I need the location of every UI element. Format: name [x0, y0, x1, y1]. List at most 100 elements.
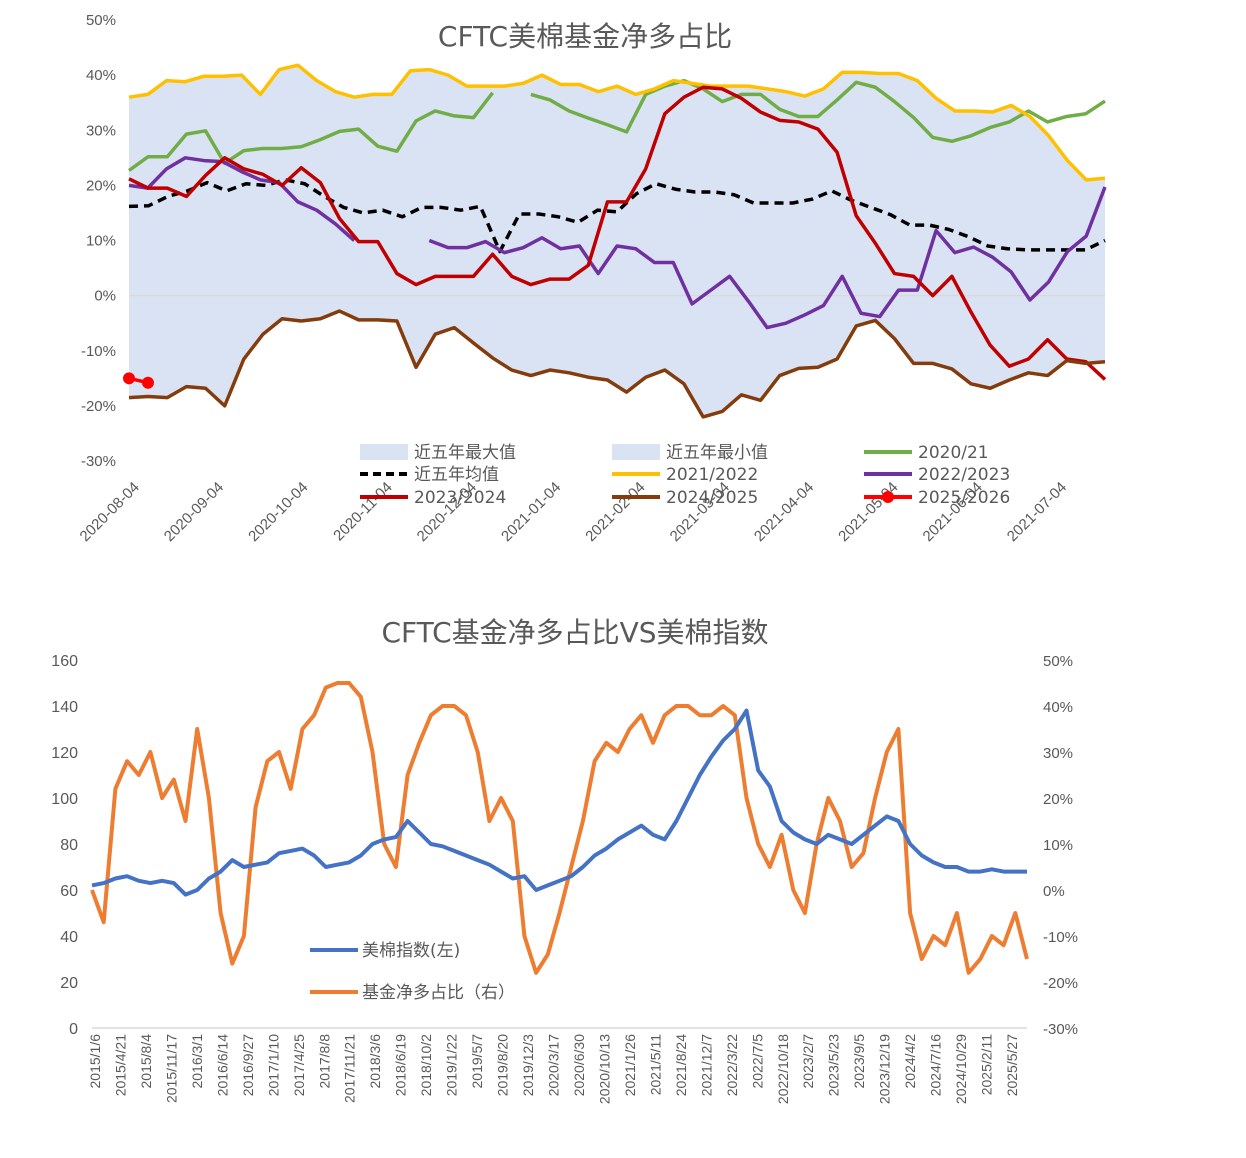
series-line-2022/2023	[128, 156, 356, 242]
series-line-2024/2025	[128, 309, 1106, 419]
y-right-tick-label: 10%	[1043, 837, 1073, 854]
chart2-title: CFTC基金净多占比VS美棉指数	[381, 616, 768, 649]
x-tick-label: 2022/10/18	[775, 1034, 791, 1104]
series-line-2020/21	[127, 91, 494, 172]
x-tick-label: 2021-07-04	[1004, 479, 1070, 545]
legend-marker	[882, 491, 894, 503]
y-right-tick-label: -30%	[1043, 1021, 1078, 1038]
x-tick-label: 2023/9/5	[851, 1034, 867, 1089]
legend-label: 2024/2025	[666, 488, 758, 508]
x-tick-label: 2024/7/16	[928, 1034, 944, 1096]
x-tick-label: 2017/11/21	[342, 1034, 358, 1103]
x-tick-label: 2016/6/14	[214, 1034, 230, 1096]
legend-label: 近五年均值	[414, 465, 499, 485]
legend-item: 基金净多占比（右）	[310, 983, 515, 1003]
x-tick-label: 2017/4/25	[291, 1034, 307, 1096]
x-tick-label: 2018/6/19	[393, 1034, 409, 1096]
legend-label: 近五年最小值	[666, 443, 768, 463]
y-right-tick-label: 0%	[1043, 883, 1065, 900]
y-right-tick-label: 50%	[1043, 653, 1073, 670]
y-left-tick-label: 140	[51, 699, 78, 716]
x-tick-label: 2021/12/7	[698, 1034, 714, 1096]
legend-swatch	[360, 444, 408, 460]
y-tick-label: 0%	[94, 288, 116, 305]
x-tick-label: 2023/12/19	[877, 1034, 893, 1104]
x-tick-label: 2015/1/6	[87, 1034, 103, 1089]
x-tick-label: 2020/6/30	[571, 1034, 587, 1096]
x-tick-label: 2020-08-04	[77, 479, 143, 545]
x-tick-label: 2017/8/8	[316, 1034, 332, 1089]
x-tick-label: 2025/5/27	[1004, 1034, 1020, 1096]
x-tick-label: 2020-09-04	[161, 479, 227, 545]
y-right-tick-label: 20%	[1043, 791, 1073, 808]
series-marker	[123, 372, 135, 385]
legend-item: 2025/2026	[864, 488, 1010, 508]
y-tick-label: 40%	[86, 67, 116, 84]
y-tick-label: -30%	[81, 453, 116, 470]
five-year-range-band	[129, 65, 1105, 417]
y-left-tick-label: 60	[60, 883, 78, 900]
y-left-tick-label: 80	[60, 837, 78, 854]
y-tick-label: -10%	[81, 343, 116, 360]
x-tick-label: 2015/8/4	[138, 1034, 154, 1089]
chart1-title: CFTC美棉基金净多占比	[438, 20, 732, 53]
x-tick-label: 2019/8/20	[495, 1034, 511, 1096]
legend-item: 2024/2025	[612, 488, 758, 508]
x-tick-label: 2017/1/10	[265, 1034, 281, 1096]
legend-swatch	[612, 444, 660, 460]
legend-label: 2020/21	[918, 443, 989, 463]
series-line-美棉指数(左)	[91, 708, 1027, 897]
x-tick-label: 2019/12/3	[520, 1034, 536, 1096]
legend-label: 2025/2026	[918, 488, 1010, 508]
legend-item: 近五年最小值	[612, 443, 768, 463]
chart-cftc-net-long-ratio: CFTC美棉基金净多占比 50% 40% 30% 20% 10% 0% -10% -20% -3…	[77, 12, 1107, 545]
x-tick-label: 2024/10/29	[953, 1034, 969, 1104]
legend-item: 2021/2022	[612, 465, 758, 485]
series-line-2021/2022	[128, 63, 1106, 182]
y-tick-label: -20%	[81, 398, 116, 415]
series-line-基金净多占比（右）	[90, 681, 1029, 975]
legend-label: 近五年最大值	[414, 443, 516, 463]
x-tick-label: 2021/5/11	[647, 1034, 663, 1095]
x-tick-label: 2018/3/6	[367, 1034, 383, 1089]
series-line-2023/2024	[128, 85, 1107, 381]
y-left-tick-label: 20	[60, 975, 78, 992]
legend-label: 2023/2024	[414, 488, 506, 508]
chart-cftc-vs-cotton-index: CFTC基金净多占比VS美棉指数 160 140 120 100 80 60 40 20 0 5…	[51, 616, 1078, 1104]
x-tick-label: 2025/2/11	[979, 1034, 995, 1095]
legend-item: 2020/21	[864, 443, 989, 463]
x-tick-label: 2024/4/2	[902, 1034, 918, 1089]
y-tick-label: 20%	[86, 177, 116, 194]
x-tick-label: 2020-10-04	[245, 479, 311, 545]
x-tick-label: 2021-01-04	[498, 479, 564, 545]
legend-label: 基金净多占比（右）	[362, 983, 515, 1003]
legend-label: 美棉指数(左)	[362, 941, 460, 961]
y-left-tick-label: 120	[51, 745, 78, 762]
y-right-tick-label: -20%	[1043, 975, 1078, 992]
y-tick-label: 30%	[86, 122, 116, 139]
y-left-tick-label: 160	[51, 653, 78, 670]
x-tick-label: 2022/3/22	[724, 1034, 740, 1096]
x-tick-label: 2015/4/21	[112, 1034, 128, 1096]
x-tick-label: 2021-04-04	[751, 479, 817, 545]
x-tick-label: 2022/7/5	[749, 1034, 765, 1089]
x-tick-label: 2015/11/17	[163, 1034, 179, 1103]
y-left-tick-label: 0	[69, 1021, 78, 1038]
legend-item: 2022/2023	[864, 465, 1010, 485]
series-marker	[142, 376, 154, 389]
x-tick-label: 2018/10/2	[418, 1034, 434, 1096]
x-tick-label: 2023/2/7	[800, 1034, 816, 1089]
x-tick-label: 2021/1/26	[622, 1034, 638, 1096]
series-line-2022/2023	[428, 186, 1107, 330]
x-tick-label: 2016/9/27	[240, 1034, 256, 1096]
series-line-2020/21	[530, 78, 1106, 144]
x-tick-label: 2021-02-04	[582, 479, 648, 545]
x-tick-label: 2021/8/24	[673, 1034, 689, 1096]
x-tick-label: 2021-05-04	[835, 479, 901, 545]
y-right-tick-label: -10%	[1043, 929, 1078, 946]
legend-item: 近五年均值	[360, 465, 499, 485]
y-left-tick-label: 100	[51, 791, 78, 808]
x-tick-label: 2016/3/1	[189, 1034, 205, 1089]
y-left-tick-label: 40	[60, 929, 78, 946]
